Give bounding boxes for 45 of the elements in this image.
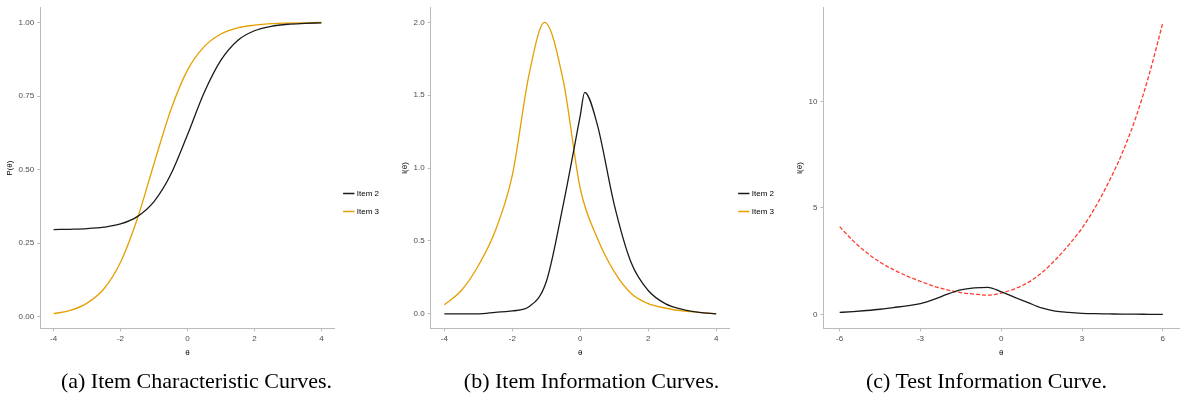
- x-tick-label: 4: [713, 334, 719, 344]
- text: (b) Item Information Curves.: [463, 367, 720, 393]
- y-tick-label: 5: [813, 203, 819, 213]
- legend-label: Item 3: [356, 206, 380, 216]
- x-tick-label: -4: [440, 334, 449, 344]
- x-tick-label: -2: [116, 334, 125, 344]
- line-series: [443, 91, 717, 315]
- x-axis-title: θ: [999, 348, 1005, 357]
- y-tick-label: 1.00: [18, 17, 35, 27]
- x-tick-label: -2: [508, 334, 517, 344]
- text: (a) Item Characteristic Curves.: [60, 367, 333, 393]
- y-tick-label: 0.0: [413, 309, 426, 319]
- y-tick-label: 0.50: [18, 164, 35, 174]
- text: (c) Test Information Curve.: [865, 367, 1108, 393]
- y-tick-label: 0.25: [18, 238, 35, 248]
- x-axis-title: θ: [578, 348, 584, 357]
- y-tick-label: 0.5: [413, 236, 426, 246]
- x-tick-label: -4: [50, 334, 58, 344]
- y-axis-title: I(θ): [795, 161, 804, 175]
- x-axis-title: θ: [185, 348, 191, 357]
- x-tick-label: -6: [836, 334, 844, 344]
- x-tick-label: 0: [185, 334, 191, 344]
- line-series: [52, 22, 323, 231]
- x-tick-label: 6: [1160, 334, 1166, 344]
- legend-label: Item 2: [356, 188, 380, 198]
- x-tick-label: 0: [999, 334, 1005, 344]
- x-tick-label: 2: [645, 334, 651, 344]
- y-tick-label: 0.00: [18, 311, 35, 321]
- x-tick-label: 2: [252, 334, 258, 344]
- x-tick-label: 0: [578, 334, 584, 344]
- y-tick-label: 1.5: [413, 90, 426, 100]
- y-tick-label: 1.0: [413, 163, 426, 173]
- line-series: [839, 22, 1164, 296]
- legend-label: Item 3: [751, 206, 775, 216]
- x-tick-label: -3: [916, 334, 925, 344]
- y-axis-title: P(θ): [5, 160, 14, 176]
- x-tick-label: 4: [319, 334, 325, 344]
- y-tick-label: 10: [808, 96, 819, 106]
- y-tick-label: 0: [813, 309, 819, 319]
- y-tick-label: 2.0: [413, 17, 426, 27]
- line-series: [839, 286, 1164, 315]
- legend-label: Item 2: [751, 188, 775, 198]
- x-tick-label: 3: [1079, 334, 1085, 344]
- y-tick-label: 0.75: [18, 91, 35, 101]
- y-axis-title: I(θ): [400, 161, 409, 175]
